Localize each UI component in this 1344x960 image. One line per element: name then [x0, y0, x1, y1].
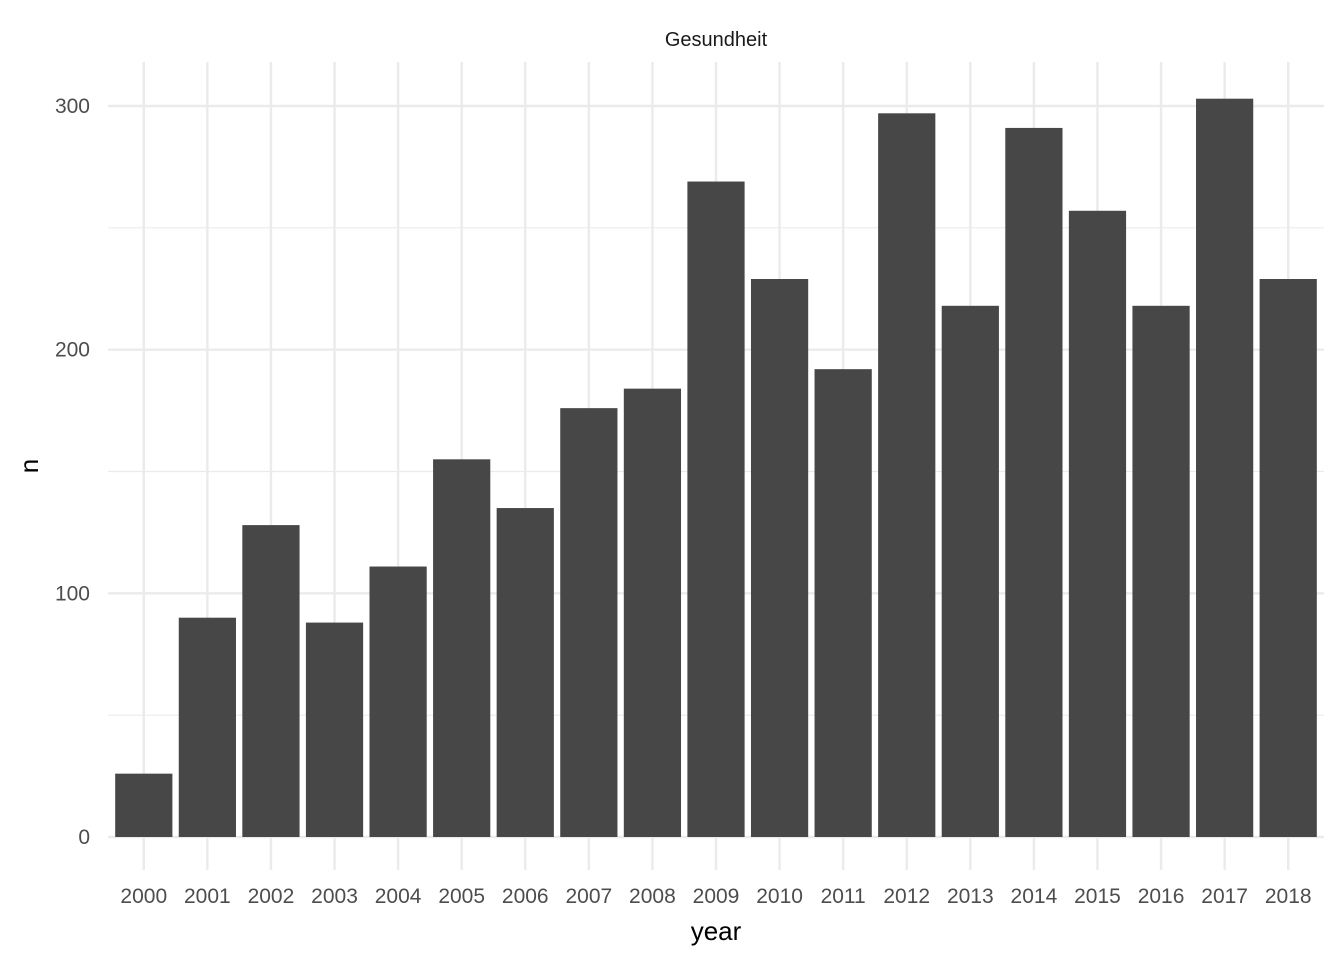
bar-2010: [750, 279, 809, 838]
bar-2018: [1259, 279, 1317, 838]
bar-2017: [1196, 98, 1254, 837]
x-tick-label: 2000: [120, 885, 167, 908]
bar-2012: [878, 113, 936, 837]
y-axis-title: n: [14, 459, 44, 473]
x-tick-label: 2001: [184, 885, 231, 908]
y-tick-label: 100: [55, 582, 90, 605]
y-tick-label: 200: [55, 339, 90, 362]
x-tick-label: 2018: [1265, 885, 1312, 908]
x-tick-label: 2009: [693, 885, 740, 908]
x-axis-title: year: [691, 916, 742, 946]
x-tick-label: 2004: [375, 885, 422, 908]
bar-2000: [115, 773, 173, 837]
bar-2015: [1068, 210, 1127, 837]
bar-2001: [178, 617, 236, 837]
x-tick-label: 2010: [756, 885, 803, 908]
bars: [115, 98, 1317, 838]
bar-2009: [687, 181, 745, 837]
x-tick-label: 2011: [821, 885, 866, 908]
bar-2013: [941, 305, 999, 838]
bar-2002: [242, 525, 300, 837]
x-tick-label: 2002: [248, 885, 295, 908]
x-tick-label: 2017: [1201, 885, 1248, 908]
facet-title: Gesundheit: [665, 29, 768, 51]
x-tick-label: 2015: [1074, 885, 1121, 908]
bar-2003: [305, 622, 364, 837]
y-tick-label: 0: [78, 826, 90, 849]
x-tick-label: 2013: [947, 885, 994, 908]
bar-2014: [1005, 127, 1063, 838]
x-tick-label: 2006: [502, 885, 549, 908]
bar-2005: [433, 459, 491, 837]
bar-2008: [623, 388, 682, 837]
x-tick-label: 2014: [1011, 885, 1058, 908]
y-tick-label: 300: [55, 95, 90, 118]
bar-2016: [1132, 305, 1190, 838]
x-axis-tick-labels: 2000 2001 2002 2003 2004 2005 2006 2007 2008 2009…: [120, 885, 1311, 908]
x-tick-label: 2016: [1138, 885, 1185, 908]
bar-2007: [560, 408, 618, 837]
bar-2006: [496, 508, 554, 837]
x-tick-label: 2005: [438, 885, 485, 908]
bar-2004: [369, 566, 427, 837]
x-tick-label: 2008: [629, 885, 676, 908]
x-tick-label: 2007: [565, 885, 612, 908]
bar-2011: [814, 369, 872, 837]
x-tick-label: 2003: [311, 885, 358, 908]
y-axis-tick-labels: 0 100 200 300: [55, 95, 90, 849]
x-tick-label: 2012: [883, 885, 930, 908]
